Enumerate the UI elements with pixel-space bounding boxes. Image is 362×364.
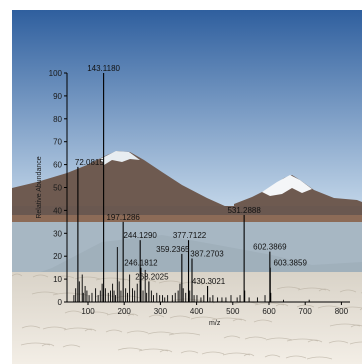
mountain-reflection [12, 235, 362, 282]
peak-label: 387.2703 [190, 249, 224, 258]
peak-label: 143.1180 [87, 64, 120, 73]
left-volcano [12, 151, 227, 210]
x-tick-label: 600 [262, 307, 276, 316]
peak-label: 602.3869 [253, 243, 287, 252]
y-tick-label: 10 [53, 275, 62, 284]
y-tick-label: 80 [53, 115, 62, 124]
peak-label: 359.2365 [156, 245, 190, 254]
y-tick-label: 60 [53, 161, 62, 170]
y-tick-label: 90 [53, 92, 62, 101]
peak-label: 603.3859 [274, 259, 308, 268]
x-tick-label: 100 [81, 307, 95, 316]
minor-peaks [73, 247, 310, 302]
peak-label: 244.1290 [123, 231, 157, 240]
peak-label: 197.1286 [106, 213, 140, 222]
x-tick-label: 800 [335, 307, 349, 316]
y-axis-title: Relative Abundance [36, 156, 43, 218]
photo-background [12, 10, 362, 364]
y-tick-label: 20 [53, 252, 62, 261]
y-tick-label: 0 [58, 298, 63, 307]
salt-crust-texture [12, 273, 362, 360]
right-volcano-snow [262, 175, 312, 196]
x-tick-label: 200 [118, 307, 132, 316]
landscape-photo [12, 10, 362, 364]
y-tick-label: 30 [53, 229, 62, 238]
right-volcano [234, 175, 362, 210]
x-tick-label: 500 [226, 307, 240, 316]
left-volcano-snow [100, 151, 140, 165]
y-tick-label: 40 [53, 206, 62, 215]
x-tick-label: 300 [154, 307, 168, 316]
x-tick-label: 400 [190, 307, 204, 316]
salt-crust [12, 272, 362, 364]
peak-label: 377.7122 [173, 231, 207, 240]
peak-label: 246.1812 [124, 259, 158, 268]
x-axis-title: m/z [209, 320, 221, 327]
peak-label: 72.0815 [75, 158, 104, 167]
peak-label: 531.2888 [227, 206, 261, 215]
reddish-shore [12, 215, 362, 225]
x-axis: 100 200 300 400 500 600 700 800 [67, 301, 350, 316]
peak-labels: 72.0815 143.1180 197.1286 244.1290 246.1812 2… [75, 64, 308, 286]
y-tick-label: 50 [53, 184, 62, 193]
y-axis: 0 10 20 30 40 50 60 70 80 90 100 [49, 69, 68, 307]
y-tick-label: 70 [53, 138, 62, 147]
x-tick-label: 700 [299, 307, 313, 316]
peak-label: 268.2025 [135, 272, 169, 281]
peak-label: 430.3021 [192, 277, 226, 286]
labeled-peaks [77, 73, 271, 302]
y-tick-label: 100 [49, 69, 63, 78]
